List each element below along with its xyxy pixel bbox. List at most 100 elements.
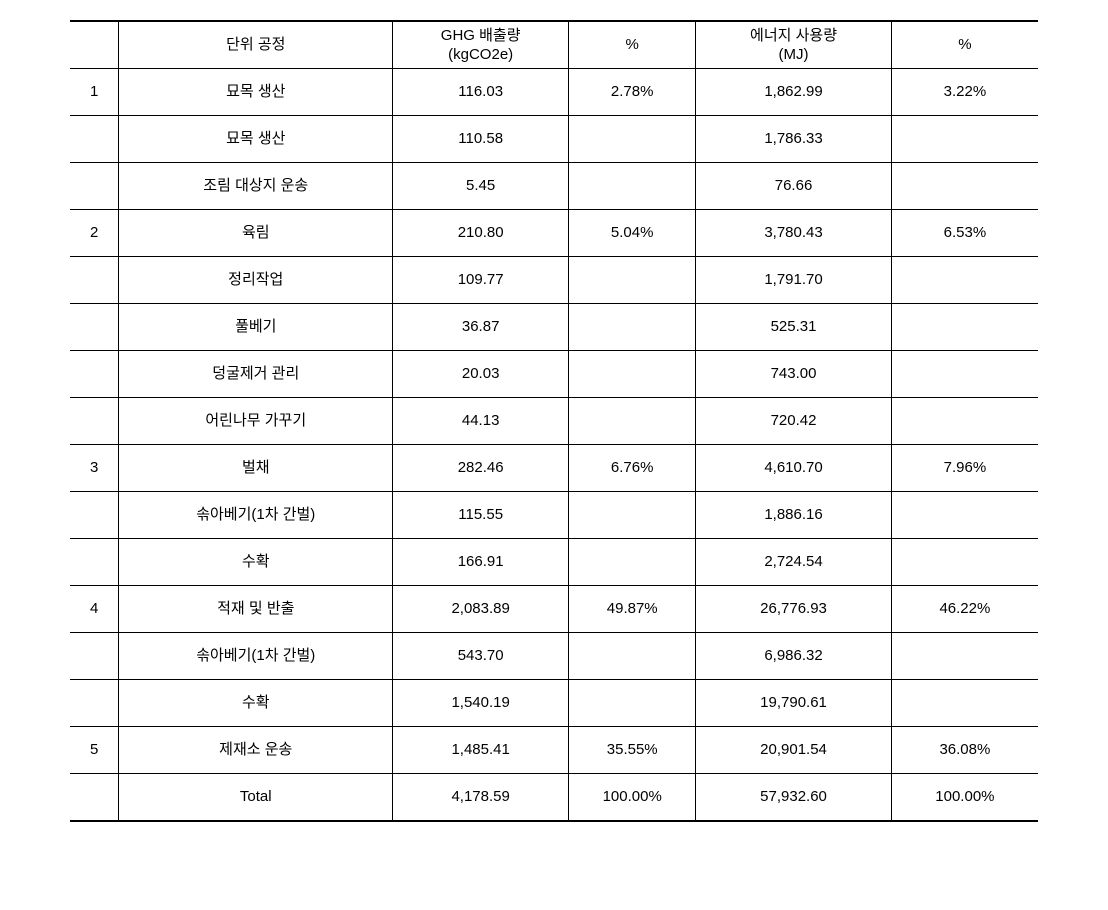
cell-energy: 76.66 [696, 163, 892, 210]
cell-ghg: 20.03 [393, 351, 569, 398]
cell-process: 묘목 생산 [119, 116, 393, 163]
cell-process: 정리작업 [119, 257, 393, 304]
cell-pct2: 7.96% [891, 445, 1038, 492]
col-header-idx [70, 21, 119, 69]
cell-pct1 [569, 351, 696, 398]
cell-idx [70, 680, 119, 727]
col-header-ghg: GHG 배출량(kgCO2e) [393, 21, 569, 69]
table-row: 조림 대상지 운송5.45 76.66 [70, 163, 1038, 210]
cell-ghg: 44.13 [393, 398, 569, 445]
cell-pct1 [569, 257, 696, 304]
table-row: 솎아베기(1차 간벌)115.55 1,886.16 [70, 492, 1038, 539]
cell-pct2: 46.22% [891, 586, 1038, 633]
cell-energy: 720.42 [696, 398, 892, 445]
cell-ghg: 166.91 [393, 539, 569, 586]
table-body: 1묘목 생산116.032.78%1,862.993.22%묘목 생산110.5… [70, 69, 1038, 822]
cell-ghg: 5.45 [393, 163, 569, 210]
cell-energy: 26,776.93 [696, 586, 892, 633]
cell-idx [70, 633, 119, 680]
cell-pct1 [569, 492, 696, 539]
cell-process: 어린나무 가꾸기 [119, 398, 393, 445]
cell-process: 육림 [119, 210, 393, 257]
cell-process: 벌채 [119, 445, 393, 492]
table-row: 5제재소 운송1,485.4135.55%20,901.5436.08% [70, 727, 1038, 774]
cell-pct1: 49.87% [569, 586, 696, 633]
cell-idx: 1 [70, 69, 119, 116]
col-header-process: 단위 공정 [119, 21, 393, 69]
cell-energy: 1,786.33 [696, 116, 892, 163]
cell-ghg: 1,540.19 [393, 680, 569, 727]
cell-pct1 [569, 304, 696, 351]
cell-energy: 57,932.60 [696, 774, 892, 822]
cell-process: 풀베기 [119, 304, 393, 351]
cell-pct1: 100.00% [569, 774, 696, 822]
cell-idx [70, 492, 119, 539]
cell-process: 조림 대상지 운송 [119, 163, 393, 210]
cell-energy: 6,986.32 [696, 633, 892, 680]
cell-energy: 20,901.54 [696, 727, 892, 774]
cell-pct2 [891, 492, 1038, 539]
cell-idx [70, 163, 119, 210]
cell-process: 제재소 운송 [119, 727, 393, 774]
cell-ghg: 116.03 [393, 69, 569, 116]
cell-idx: 3 [70, 445, 119, 492]
cell-idx [70, 774, 119, 822]
cell-energy: 525.31 [696, 304, 892, 351]
cell-ghg: 109.77 [393, 257, 569, 304]
table-row: 4적재 및 반출2,083.8949.87%26,776.9346.22% [70, 586, 1038, 633]
col-header-energy: 에너지 사용량(MJ) [696, 21, 892, 69]
cell-energy: 3,780.43 [696, 210, 892, 257]
table-row: 풀베기36.87525.31 [70, 304, 1038, 351]
cell-ghg: 2,083.89 [393, 586, 569, 633]
cell-process: 수확 [119, 680, 393, 727]
table-row: 3벌채282.466.76%4,610.707.96% [70, 445, 1038, 492]
table-row: 1묘목 생산116.032.78%1,862.993.22% [70, 69, 1038, 116]
cell-idx: 5 [70, 727, 119, 774]
cell-pct1: 6.76% [569, 445, 696, 492]
cell-ghg: 110.58 [393, 116, 569, 163]
cell-pct2 [891, 539, 1038, 586]
cell-process: 덩굴제거 관리 [119, 351, 393, 398]
cell-energy: 19,790.61 [696, 680, 892, 727]
cell-pct2 [891, 680, 1038, 727]
cell-pct2: 100.00% [891, 774, 1038, 822]
cell-pct2 [891, 257, 1038, 304]
table-row: 솎아베기(1차 간벌)543.706,986.32 [70, 633, 1038, 680]
table-row: 수확166.912,724.54 [70, 539, 1038, 586]
cell-pct2 [891, 398, 1038, 445]
cell-pct1: 2.78% [569, 69, 696, 116]
cell-idx [70, 257, 119, 304]
cell-energy: 2,724.54 [696, 539, 892, 586]
table-row: 2육림210.805.04%3,780.436.53% [70, 210, 1038, 257]
col-header-pct1: % [569, 21, 696, 69]
table-row: Total4,178.59100.00%57,932.60100.00% [70, 774, 1038, 822]
cell-pct1 [569, 539, 696, 586]
cell-idx [70, 116, 119, 163]
cell-ghg: 282.46 [393, 445, 569, 492]
cell-pct2 [891, 163, 1038, 210]
cell-pct1: 5.04% [569, 210, 696, 257]
cell-pct1 [569, 163, 696, 210]
cell-process: 솎아베기(1차 간벌) [119, 492, 393, 539]
cell-pct2 [891, 116, 1038, 163]
cell-pct1 [569, 398, 696, 445]
cell-pct2: 6.53% [891, 210, 1038, 257]
cell-energy: 4,610.70 [696, 445, 892, 492]
cell-pct1 [569, 116, 696, 163]
cell-idx: 4 [70, 586, 119, 633]
cell-energy: 1,886.16 [696, 492, 892, 539]
cell-ghg: 115.55 [393, 492, 569, 539]
data-table: 단위 공정 GHG 배출량(kgCO2e) % 에너지 사용량(MJ) % 1묘… [70, 20, 1038, 822]
cell-idx [70, 539, 119, 586]
cell-process: 솎아베기(1차 간벌) [119, 633, 393, 680]
table-row: 덩굴제거 관리20.03 743.00 [70, 351, 1038, 398]
cell-energy: 1,862.99 [696, 69, 892, 116]
cell-pct2 [891, 351, 1038, 398]
cell-idx [70, 304, 119, 351]
cell-idx [70, 398, 119, 445]
cell-energy: 743.00 [696, 351, 892, 398]
cell-idx [70, 351, 119, 398]
table-row: 어린나무 가꾸기44.13 720.42 [70, 398, 1038, 445]
table-row: 정리작업109.771,791.70 [70, 257, 1038, 304]
table-row: 수확1,540.19 19,790.61 [70, 680, 1038, 727]
